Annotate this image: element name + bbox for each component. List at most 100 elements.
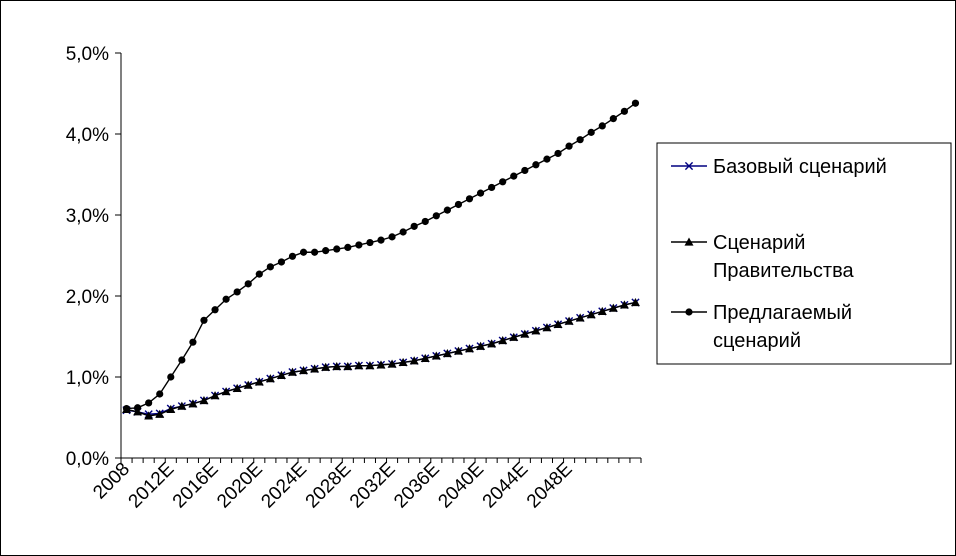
y-tick-label: 5,0% [66, 44, 109, 65]
y-tick-labels: 0,0% 1,0% 2,0% 3,0% 4,0% 5,0% [66, 44, 121, 470]
x-tick-label: 2020E [213, 459, 267, 513]
data-point [520, 329, 530, 338]
data-point [276, 370, 286, 379]
series-1 [122, 298, 640, 419]
legend-entry-3: Предлагаемый сценарий [671, 302, 852, 352]
legend-label: Правительства [713, 260, 854, 282]
legend-label: Базовый сценарий [713, 156, 887, 178]
data-point [630, 297, 640, 307]
data-point [543, 155, 551, 163]
data-point [542, 323, 552, 332]
data-point [321, 362, 331, 371]
y-tick-label: 3,0% [66, 206, 109, 227]
legend-label: Сценарий [713, 232, 805, 254]
data-point [420, 353, 430, 362]
data-point [409, 356, 419, 365]
legend-entry-1: Базовый сценарий [671, 156, 887, 178]
data-point [531, 326, 541, 335]
data-point [177, 401, 187, 410]
data-point [366, 238, 374, 247]
data-point [200, 316, 208, 324]
data-point [454, 200, 463, 209]
data-point [586, 310, 596, 319]
data-point [388, 233, 396, 241]
legend-entry-2: Сценарий Правительства [671, 232, 854, 282]
data-point [244, 280, 252, 288]
data-point [597, 306, 607, 315]
series-2 [122, 297, 640, 420]
data-point [299, 366, 309, 375]
legend-marker [685, 308, 693, 316]
data-point [287, 367, 297, 376]
data-point [344, 243, 352, 251]
series-3 [122, 99, 640, 413]
legend-marker [684, 237, 694, 246]
data-point [387, 359, 397, 368]
x-tick-label: 2032E [346, 459, 400, 513]
data-point [221, 387, 231, 396]
data-point [133, 407, 143, 416]
data-point [133, 404, 142, 412]
data-point [476, 189, 485, 197]
data-point [299, 248, 308, 256]
data-point [631, 99, 640, 107]
data-point [521, 166, 529, 175]
data-point [598, 122, 606, 130]
data-point [453, 346, 463, 355]
data-point [266, 263, 274, 271]
data-point [343, 361, 353, 371]
data-point [332, 361, 342, 371]
data-point [145, 399, 153, 407]
legend-marker-stroke [684, 161, 694, 171]
x-tick-label: 2044E [479, 459, 533, 513]
data-point [178, 356, 186, 364]
data-point [510, 172, 518, 180]
data-point [210, 391, 220, 400]
data-point [465, 195, 474, 203]
data-point [222, 295, 230, 303]
data-point [619, 300, 629, 309]
data-point [199, 395, 209, 405]
y-tick-label: 2,0% [66, 287, 109, 308]
legend-marker [684, 161, 694, 171]
data-point [265, 374, 275, 383]
legend: Базовый сценарий Сценарий Правительства Пре… [656, 142, 952, 365]
data-point [243, 380, 253, 389]
data-point [587, 128, 595, 136]
data-point [565, 142, 573, 150]
series-group [122, 99, 640, 420]
data-point [254, 377, 264, 386]
data-point [488, 183, 496, 192]
data-point [188, 399, 198, 408]
y-tick-label: 1,0% [66, 368, 109, 389]
data-point [442, 349, 452, 358]
x-tick-label: 2040E [434, 459, 488, 513]
y-tick-label: 0,0% [66, 449, 109, 470]
data-point [156, 390, 164, 398]
data-point [553, 319, 563, 328]
data-point [233, 288, 241, 296]
x-tick-label: 2012E [125, 459, 179, 513]
data-point [122, 404, 131, 413]
x-tick-label: 2024E [257, 459, 311, 513]
data-point [608, 303, 618, 312]
data-point [554, 149, 562, 158]
data-point [476, 341, 486, 350]
data-point [487, 339, 497, 348]
data-point [421, 217, 429, 226]
x-tick-label: 2016E [169, 459, 223, 513]
data-point [564, 316, 574, 325]
x-tick-labels: 20082012E2016E2020E2024E2028E2032E2036E2… [89, 458, 642, 513]
data-point [399, 228, 407, 236]
data-point [232, 383, 242, 392]
data-point [465, 344, 475, 353]
x-tick-label: 2048E [523, 459, 577, 513]
data-point [532, 161, 540, 169]
data-point [620, 107, 629, 115]
data-point [155, 409, 165, 418]
x-tick-label: 2036E [390, 459, 444, 513]
data-point [322, 247, 330, 255]
data-point [355, 241, 363, 249]
